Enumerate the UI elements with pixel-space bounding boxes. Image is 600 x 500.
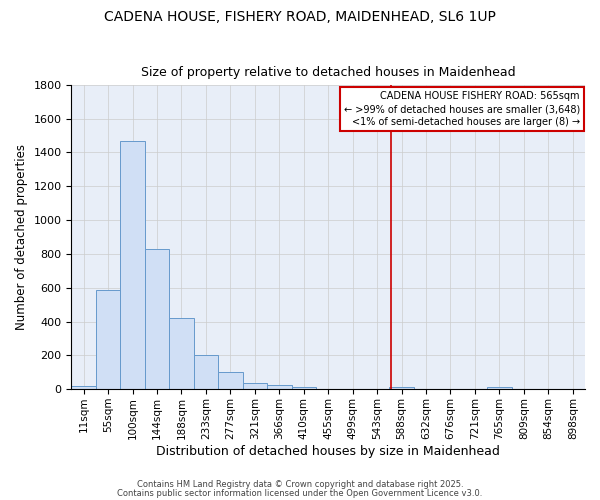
Bar: [96, 290, 121, 389]
Text: CADENA HOUSE, FISHERY ROAD, MAIDENHEAD, SL6 1UP: CADENA HOUSE, FISHERY ROAD, MAIDENHEAD, …: [104, 10, 496, 24]
Y-axis label: Number of detached properties: Number of detached properties: [15, 144, 28, 330]
Text: Contains public sector information licensed under the Open Government Licence v3: Contains public sector information licen…: [118, 488, 482, 498]
Bar: [267, 385, 292, 389]
Bar: [292, 386, 316, 389]
Title: Size of property relative to detached houses in Maidenhead: Size of property relative to detached ho…: [141, 66, 515, 80]
Bar: [145, 249, 169, 389]
Text: CADENA HOUSE FISHERY ROAD: 565sqm
← >99% of detached houses are smaller (3,648)
: CADENA HOUSE FISHERY ROAD: 565sqm ← >99%…: [344, 91, 580, 128]
Text: Contains HM Land Registry data © Crown copyright and database right 2025.: Contains HM Land Registry data © Crown c…: [137, 480, 463, 489]
X-axis label: Distribution of detached houses by size in Maidenhead: Distribution of detached houses by size …: [156, 444, 500, 458]
Bar: [121, 140, 145, 389]
Bar: [242, 384, 267, 389]
Bar: [71, 386, 96, 389]
Bar: [218, 372, 242, 389]
Bar: [389, 386, 414, 389]
Bar: [487, 386, 512, 389]
Bar: [194, 356, 218, 389]
Bar: [169, 318, 194, 389]
